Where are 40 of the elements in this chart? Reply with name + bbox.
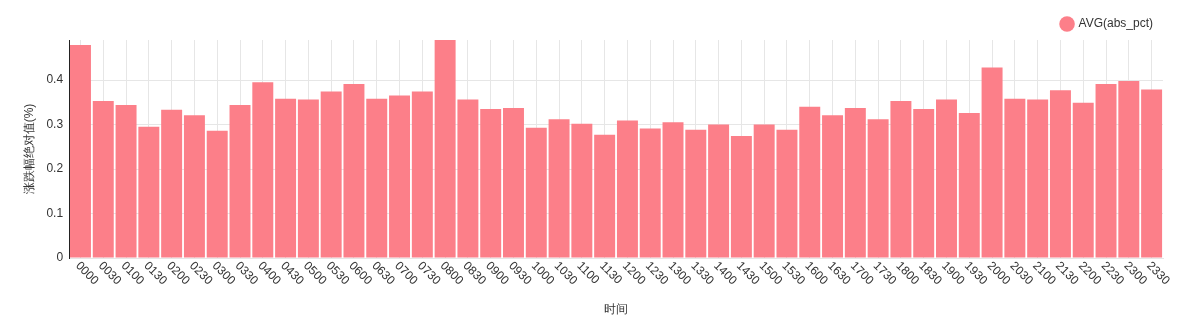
bar [92,100,114,258]
bar [411,91,433,258]
bar [297,99,319,258]
bar [69,44,91,258]
y-tick-label: 0.2 [46,161,64,176]
bar [389,95,411,258]
y-tick-label: 0 [56,250,64,265]
bar [1072,102,1094,258]
bar [730,136,752,258]
bar [685,129,707,258]
bar [662,122,684,258]
bar [616,120,638,258]
bar [183,115,205,258]
bar [799,106,821,258]
legend-label: AVG(abs_pct) [1078,16,1154,31]
y-tick-label: 0.1 [46,205,64,220]
bar [525,127,547,258]
bar [252,82,274,258]
bar [1027,99,1049,258]
bar [844,108,866,258]
x-axis-title: 时间 [604,302,629,317]
bar [958,112,980,258]
bar [366,98,388,258]
y-tick-label: 0.4 [46,72,64,87]
bar [708,124,730,258]
y-tick-label: 0.3 [46,116,64,131]
bar [1049,90,1071,258]
bar [206,130,228,258]
bar [594,134,616,258]
y-axis-title: 涨跌幅绝对值(%) [21,103,36,195]
bar [480,108,502,258]
bar [1141,89,1163,258]
bar [936,99,957,258]
bar [913,108,935,258]
bar [161,109,183,258]
bar [639,128,661,258]
bar [503,108,524,258]
bar [229,104,251,258]
bar [822,115,844,258]
bar [275,98,297,258]
